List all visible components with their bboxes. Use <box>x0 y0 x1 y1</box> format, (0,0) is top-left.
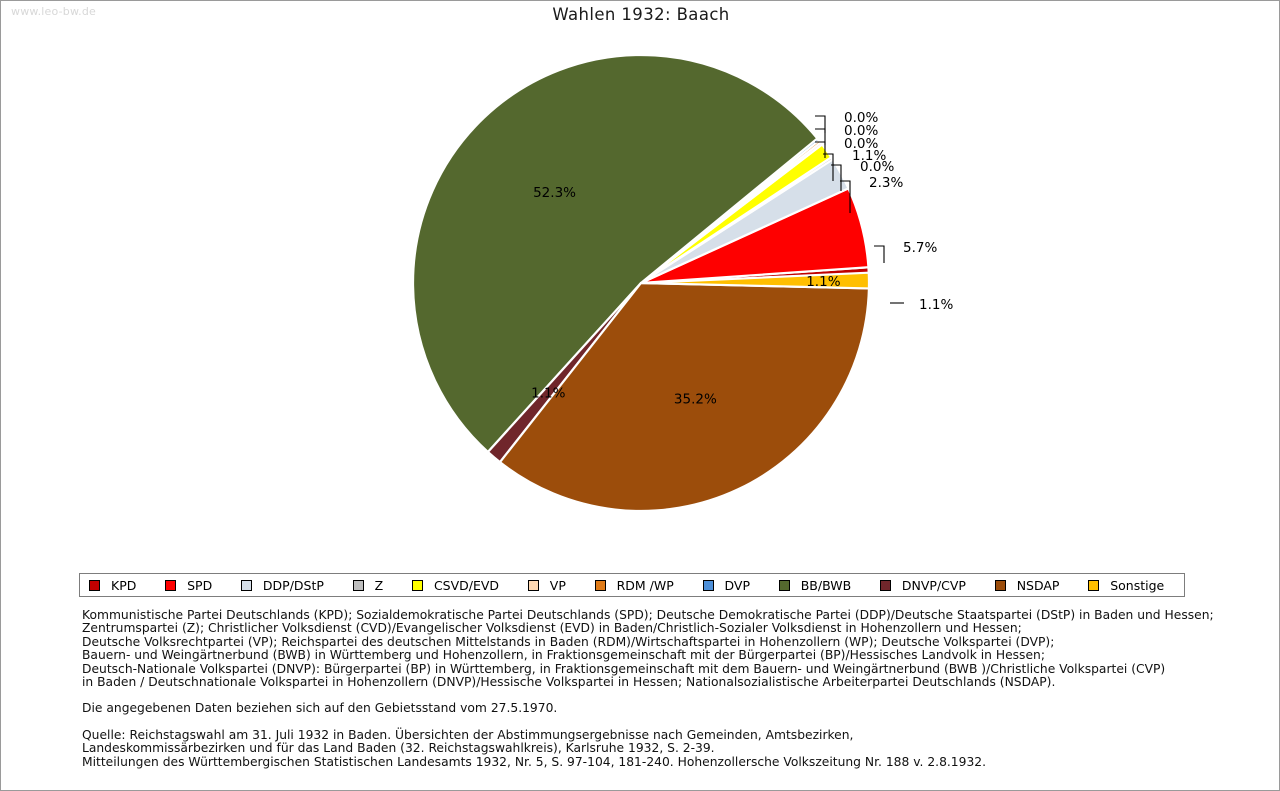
legend-swatch-icon <box>594 579 606 591</box>
legend-swatch-icon <box>879 579 891 591</box>
pie-value-labels: 52.3%35.2%1.1%1.1%0.0%0.0%0.0%1.1%0.0%2.… <box>531 110 953 408</box>
footnote-parties-line: Kommunistische Partei Deutschlands (KPD)… <box>82 608 1214 622</box>
leader-line-spd <box>874 245 885 263</box>
legend-item-label: RDM /WP <box>616 577 674 593</box>
callout-label-csvd-evd: 1.1% <box>852 148 886 164</box>
legend-item-sonstige[interactable]: Sonstige <box>1079 578 1184 593</box>
legend-item-rdm-wp[interactable]: RDM /WP <box>586 578 694 593</box>
leader-line-rdm-wp <box>815 128 826 145</box>
legend-swatch-icon <box>89 579 100 591</box>
leader-line-csvd-evd <box>823 153 834 181</box>
legend-item-spd[interactable]: SPD <box>156 578 232 593</box>
footnote-parties-line: in Baden / Deutschnationale Volkspartei … <box>82 674 1056 689</box>
legend-swatch-icon <box>527 579 539 591</box>
legend-item-label: KPD <box>111 577 137 593</box>
legend-item-vp[interactable]: VP <box>519 578 586 593</box>
legend-item-label: DNVP/CVP <box>901 577 966 593</box>
legend-item-dnvp-cvp[interactable]: DNVP/CVP <box>871 578 986 593</box>
footnote-parties: Kommunistische Partei Deutschlands (KPD)… <box>82 608 1262 689</box>
legend-swatch-icon <box>411 579 423 591</box>
legend-item-label: NSDAP <box>1016 577 1060 593</box>
legend-item-dvp[interactable]: DVP <box>694 578 770 593</box>
legend-item-label: Sonstige <box>1110 577 1165 593</box>
footnote-section: Kommunistische Partei Deutschlands (KPD)… <box>82 608 1262 769</box>
legend-item-csvd-evd[interactable]: CSVD/EVD <box>403 578 519 593</box>
legend-swatch-icon <box>240 579 252 591</box>
slice-label-sonstige: 1.1% <box>806 274 840 290</box>
slice-label-dnvp-cvp: 1.1% <box>531 386 565 402</box>
callout-label-ddp-dstp: 2.3% <box>869 175 903 191</box>
legend-item-label: SPD <box>187 577 213 593</box>
callout-label-rdm-wp: 0.0% <box>844 123 878 139</box>
legend-item-ddp-dstp[interactable]: DDP/DStP <box>232 578 344 593</box>
legend-item-z[interactable]: Z <box>344 578 403 593</box>
page-title: Wahlen 1932: Baach <box>552 5 730 24</box>
pie-slice-bb-bwb[interactable] <box>411 53 819 454</box>
legend-item-label: Z <box>374 577 384 593</box>
pie-slices <box>411 53 871 513</box>
pie-leader-lines <box>815 115 904 304</box>
legend-item-kpd[interactable]: KPD <box>80 578 156 593</box>
footnote-parties-line: Zentrumspartei (Z); Christlicher Volksdi… <box>82 621 1022 636</box>
slice-label-nsdap: 35.2% <box>674 392 717 408</box>
site-watermark: www.leo-bw.de <box>11 5 97 18</box>
footnote-spacer-2 <box>82 716 1262 729</box>
callout-label-kpd: 1.1% <box>919 297 953 313</box>
pie-chart-area: 52.3% 35.2% 1.1% 1.1% 0.0% 0.0% 0.0% 1.1% 0.0% 2.… <box>1 31 1279 541</box>
legend-item-label: DDP/DStP <box>262 577 324 593</box>
legend-swatch-icon <box>994 579 1006 591</box>
legend-swatch-icon <box>352 579 364 591</box>
footnote-territory: Die angegebenen Daten beziehen sich auf … <box>82 701 558 716</box>
legend-item-nsdap[interactable]: NSDAP <box>986 578 1080 593</box>
legend-item-label: DVP <box>724 577 751 593</box>
callout-label-dvp: 0.0% <box>844 110 878 126</box>
leader-line-vp <box>815 141 826 158</box>
footnote-parties-line: Deutsche Volksrechtpartei (VP); Reichspa… <box>82 634 1055 649</box>
footnote-source-line: Landeskommissärbezirken und für das Land… <box>82 741 715 756</box>
legend-swatch-icon <box>778 579 790 591</box>
callout-label-vp: 0.0% <box>844 136 878 152</box>
chart-legend: KPD SPD DDP/DStP Z CSVD/EVD VP RDM /WP DVP BB/BW… <box>79 573 1185 597</box>
footnote-source-line: Mitteilungen des Württembergischen Stati… <box>82 754 987 769</box>
leader-line-dvp <box>815 115 826 133</box>
footnote-parties-line: Bauern- und Weingärtnerbund (BWB) in Wür… <box>82 648 1045 663</box>
legend-item-label: CSVD/EVD <box>433 577 500 593</box>
legend-item-label: VP <box>549 577 566 593</box>
footnote-parties-line: Deutsch-Nationale Volkspartei (DNVP): Bü… <box>82 661 1166 676</box>
pie-chart-svg: 52.3%35.2%1.1%1.1%0.0%0.0%0.0%1.1%0.0%2.… <box>411 53 953 513</box>
leader-line-z <box>831 164 842 191</box>
legend-item-bb-bwb[interactable]: BB/BWB <box>770 578 871 593</box>
legend-swatch-icon <box>1088 579 1100 591</box>
leader-line-ddp-dstp <box>840 180 851 213</box>
slice-label-bb-bwb: 52.3% <box>533 185 576 201</box>
pie-slice-nsdap[interactable] <box>498 281 871 513</box>
callout-label-spd: 5.7% <box>903 240 937 256</box>
callout-label-z: 0.0% <box>860 159 894 175</box>
footnote-source: Quelle: Reichstagswahl am 31. Juli 1932 … <box>82 727 1262 769</box>
footnote-source-line: Quelle: Reichstagswahl am 31. Juli 1932 … <box>82 727 854 742</box>
legend-item-label: BB/BWB <box>800 577 852 593</box>
legend-swatch-icon <box>702 579 714 591</box>
pie-slice-sonstige[interactable] <box>639 271 871 290</box>
legend-swatch-icon <box>165 579 177 591</box>
